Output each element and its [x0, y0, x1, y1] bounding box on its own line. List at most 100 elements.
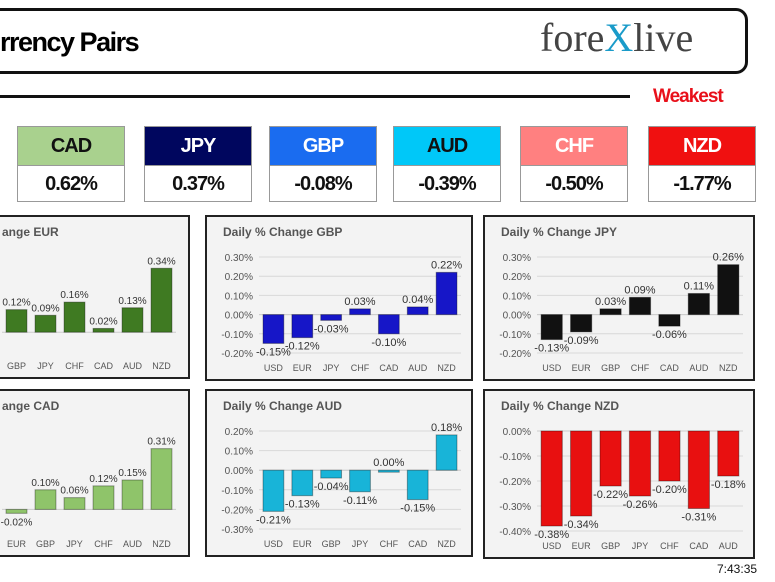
bar-chart: 0.30% 0.20% 0.10% 0.00% -0.10% -0.20% -0.15% US…	[221, 253, 462, 373]
bar	[92, 327, 115, 333]
x-tick-label: AUD	[719, 541, 739, 551]
bar-chart: -0.02% EUR 0.10% GBP 0.06% JPY 0.12% CHF 0.15% AU…	[1, 437, 176, 549]
chart-panel: Daily % Change GBP 0.30% 0.20% 0.10% 0.00% -0…	[205, 215, 473, 381]
data-label: 0.03%	[595, 296, 626, 308]
x-tick-label: NZD	[152, 539, 171, 549]
x-tick-label: USD	[264, 363, 284, 373]
y-tick-label: 0.30%	[225, 253, 253, 264]
bar	[349, 469, 371, 493]
data-label: -0.02%	[1, 517, 33, 528]
currency-name: NZD	[649, 127, 755, 166]
x-tick-label: JPY	[37, 361, 54, 371]
bar	[717, 430, 740, 477]
data-label: 0.09%	[624, 284, 655, 296]
x-tick-label: EUR	[7, 539, 27, 549]
bar	[570, 430, 593, 517]
x-tick-label: CAD	[94, 361, 114, 371]
chart-title: Daily % Change GBP	[223, 225, 343, 239]
y-tick-label: -0.10%	[499, 330, 531, 341]
currency-card-aud: AUD -0.39%	[393, 126, 501, 202]
data-label: -0.38%	[534, 529, 569, 541]
currency-name: CHF	[521, 127, 627, 166]
bar	[5, 508, 28, 514]
bar-chart: 0.30% 0.20% 0.10% 0.00% -0.10% -0.20% -0.13% US…	[499, 252, 744, 373]
bar	[658, 430, 681, 482]
data-label: 0.09%	[31, 303, 59, 314]
data-label: 0.13%	[118, 296, 146, 307]
y-tick-label: -0.20%	[221, 349, 253, 360]
currency-card-nzd: NZD -1.77%	[648, 126, 756, 202]
bar	[150, 448, 173, 510]
bar	[320, 314, 343, 321]
bar	[570, 314, 593, 333]
data-label: 0.06%	[60, 486, 88, 497]
chart-title: ange EUR	[2, 225, 59, 239]
x-tick-label: CHF	[351, 363, 370, 373]
data-label: 0.16%	[60, 290, 88, 301]
currency-change: -0.50%	[545, 173, 603, 195]
bar	[291, 469, 314, 497]
data-label: -0.15%	[400, 503, 435, 515]
bar	[121, 307, 144, 333]
x-tick-label: CHF	[660, 541, 679, 551]
y-tick-label: 0.10%	[503, 291, 531, 302]
data-label: -0.04%	[314, 481, 349, 493]
y-tick-label: -0.20%	[499, 349, 531, 360]
data-label: -0.22%	[593, 489, 628, 501]
chart-panel: Daily % Change AUD 0.20% 0.10% 0.00% -0.10% -…	[205, 389, 473, 557]
chart-panel: Daily % Change JPY 0.30% 0.20% 0.10% 0.00% -0…	[483, 215, 755, 381]
x-tick-label: EUR	[293, 539, 313, 549]
y-tick-label: 0.00%	[503, 427, 531, 438]
x-tick-label: CAD	[660, 363, 680, 373]
forexlive-logo: foreXlive	[540, 15, 694, 60]
data-label: -0.03%	[314, 323, 349, 335]
bar	[628, 430, 652, 497]
x-tick-label: EUR	[572, 363, 592, 373]
currency-card-cad: CAD 0.62%	[17, 126, 125, 202]
currency-card-jpy: JPY 0.37%	[144, 126, 252, 202]
chart-title: Daily % Change JPY	[501, 225, 618, 239]
x-tick-label: EUR	[572, 541, 592, 551]
chart-panel: ange CAD -0.02% EUR 0.10% GBP 0.06% JPY 0.12% CH…	[0, 389, 190, 557]
y-tick-label: -0.30%	[221, 525, 253, 536]
bar	[435, 434, 458, 471]
bar	[291, 314, 314, 339]
x-tick-label: CAD	[408, 539, 428, 549]
data-label: 0.12%	[2, 298, 30, 309]
bar	[262, 314, 285, 344]
data-label: -0.31%	[681, 512, 716, 524]
data-label: -0.09%	[564, 335, 599, 347]
bar	[658, 314, 681, 327]
currency-change: 0.37%	[172, 173, 225, 195]
x-tick-label: JPY	[66, 539, 83, 549]
data-label: 0.26%	[713, 252, 744, 264]
data-label: 0.10%	[31, 478, 59, 489]
bar	[150, 267, 173, 333]
data-label: 0.11%	[684, 280, 715, 292]
data-label: 0.22%	[431, 259, 462, 271]
data-label: -0.06%	[652, 329, 687, 341]
title-box: rrency Pairs	[0, 8, 748, 74]
x-tick-label: AUD	[408, 363, 428, 373]
bar	[406, 306, 429, 316]
data-label: -0.13%	[534, 343, 569, 355]
y-tick-label: 0.30%	[503, 253, 531, 264]
data-label: -0.21%	[256, 514, 291, 526]
data-label: -0.34%	[564, 519, 599, 531]
y-tick-label: 0.00%	[503, 311, 531, 322]
x-tick-label: NZD	[437, 363, 456, 373]
chart-title: Daily % Change AUD	[223, 399, 342, 413]
currency-change: 0.62%	[45, 173, 98, 195]
y-tick-label: -0.40%	[499, 527, 531, 538]
x-tick-label: EUR	[293, 363, 313, 373]
bar	[406, 469, 429, 501]
x-tick-label: CHF	[380, 539, 399, 549]
x-tick-label: JPY	[323, 363, 340, 373]
x-tick-label: CHF	[94, 539, 113, 549]
y-tick-label: 0.00%	[225, 466, 253, 477]
x-tick-label: GBP	[601, 541, 620, 551]
bar	[377, 314, 400, 335]
y-tick-label: 0.20%	[503, 272, 531, 283]
data-label: 0.34%	[147, 256, 175, 267]
bar	[599, 430, 622, 487]
